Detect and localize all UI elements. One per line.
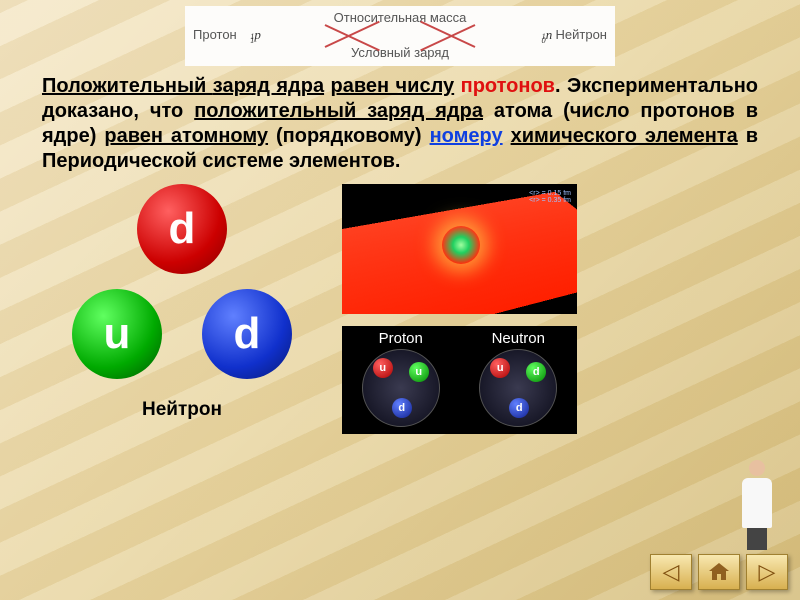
quark-sphere-blue: d — [202, 289, 292, 379]
pn-title-proton: Proton — [342, 330, 460, 347]
header-bottom-label: Условный заряд — [193, 45, 607, 60]
sim-caption: <r> = 0.15 fm <r> = 0.35 fm — [529, 190, 571, 204]
arrow-left-icon: ◁ — [663, 559, 680, 585]
neutron-caption: Нейтрон — [42, 399, 322, 421]
home-button[interactable] — [698, 554, 740, 590]
header-particle-diagram: Относительная масса Протон 11p 10n Нейтр… — [185, 6, 615, 66]
next-button[interactable]: ▷ — [746, 554, 788, 590]
prev-button[interactable]: ◁ — [650, 554, 692, 590]
scientist-character — [738, 460, 776, 550]
proton-label: Протон — [193, 27, 237, 42]
simulation-image: <r> = 0.15 fm <r> = 0.35 fm — [342, 184, 577, 314]
quark-letter: u — [104, 309, 131, 359]
quark-sphere-green: u — [72, 289, 162, 379]
neutron-label: Нейтрон — [556, 27, 607, 42]
main-paragraph: Положительный заряд ядра равен числу про… — [12, 74, 788, 174]
neutron-circle: u d d — [479, 349, 557, 427]
header-neutron-group: 10n Нейтрон — [532, 27, 607, 43]
quark-letter: d — [234, 309, 261, 359]
header-proton-group: Протон 11p — [193, 27, 261, 43]
pn-title-neutron: Neutron — [460, 330, 578, 347]
quark-letter: d — [169, 204, 196, 254]
header-top-label: Относительная масса — [193, 10, 607, 25]
proton-circle: u u d — [362, 349, 440, 427]
home-icon — [707, 560, 731, 584]
quark-sphere-red: d — [137, 184, 227, 274]
proton-neutron-image: Proton u u d Neutron u d d — [342, 326, 577, 434]
neutron-quark-diagram: d u d Нейтрон — [42, 184, 322, 434]
arrow-right-icon: ▷ — [759, 559, 776, 585]
nav-button-bar: ◁ ▷ — [650, 554, 788, 590]
